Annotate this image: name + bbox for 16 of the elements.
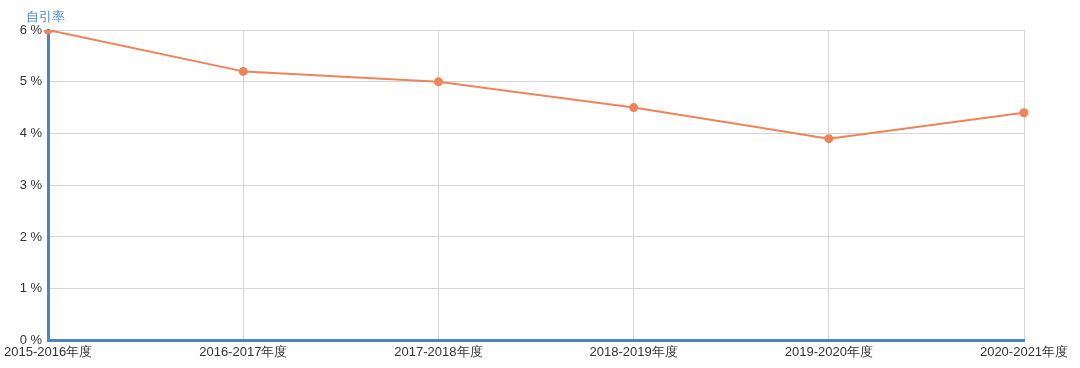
point [433, 77, 443, 87]
y-axis-title: 自引率 [26, 9, 66, 25]
x-tick-label: 2020-2021年度 [979, 343, 1069, 359]
y-tick-label: 5 % [19, 73, 43, 89]
x-tick-label: 2019-2020年度 [784, 343, 873, 359]
y-tick-label: 3 % [19, 176, 43, 192]
y-tick-label: 4 % [19, 125, 43, 141]
y-tick-label: 2 % [19, 228, 43, 244]
point [238, 66, 248, 76]
point [629, 103, 639, 113]
y-tick-label: 1 % [19, 280, 43, 296]
x-tick-label: 2017-2018年度 [394, 343, 483, 359]
x-tick-label: 2018-2019年度 [589, 343, 678, 359]
x-tick-label: 2016-2017年度 [199, 343, 288, 359]
point [824, 134, 834, 144]
point [1019, 108, 1029, 118]
